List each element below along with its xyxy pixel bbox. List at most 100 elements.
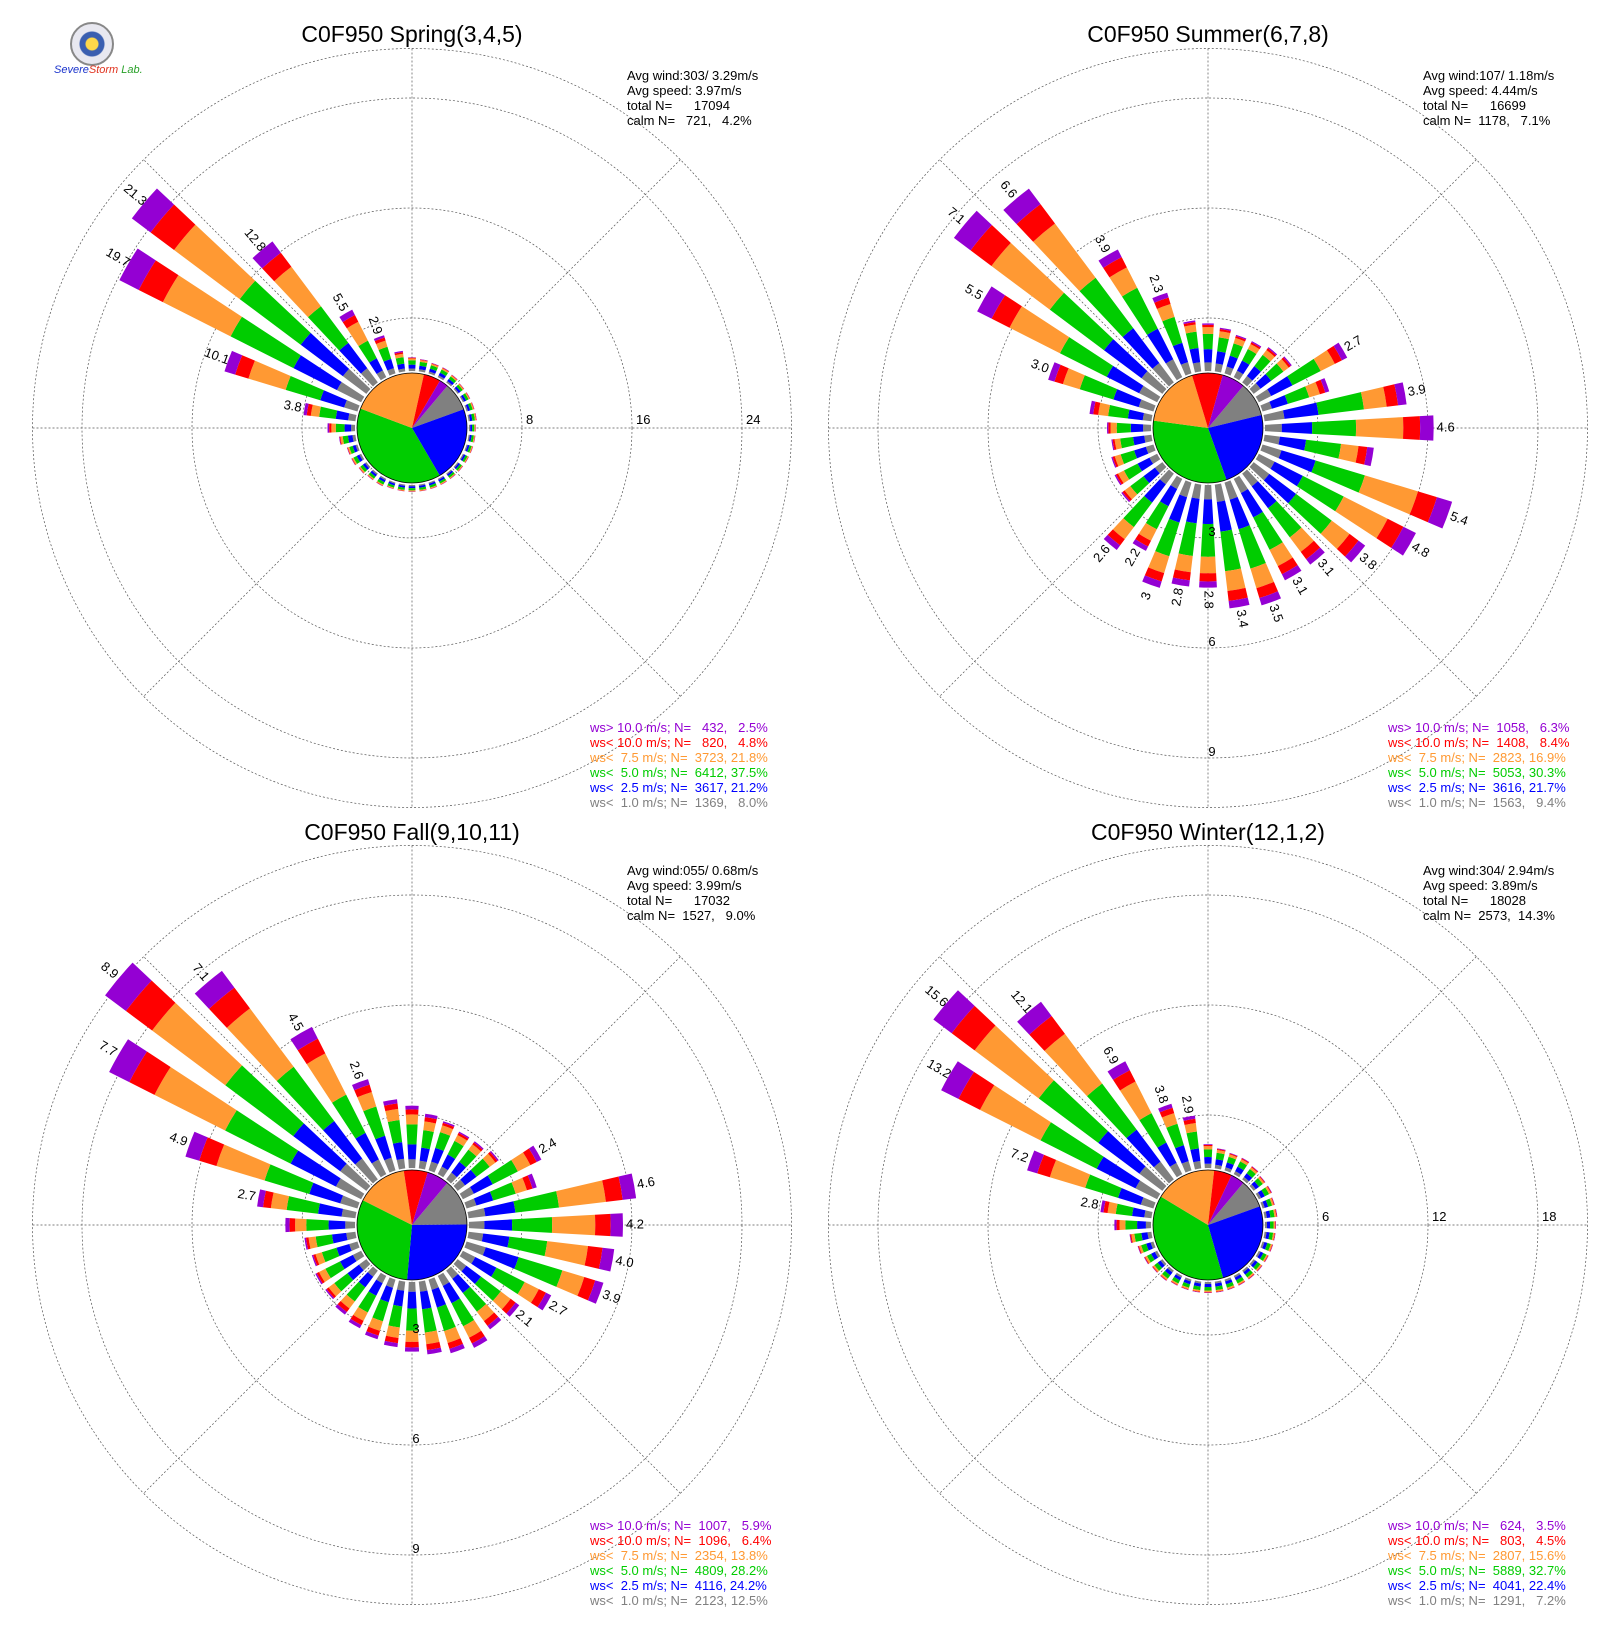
bar-segment-gt10 <box>1132 539 1149 551</box>
bar-segment-gt10 <box>1107 1061 1130 1080</box>
bar-segment-lt2_5 <box>1266 1221 1271 1229</box>
sector-bar-120 <box>459 453 470 463</box>
bar-segment-lt2_5 <box>431 1287 446 1308</box>
bar-segment-lt5 <box>487 1160 518 1185</box>
bar-segment-lt1 <box>386 1277 396 1288</box>
bar-value-label: 3.9 <box>601 1286 623 1306</box>
bar-segment-lt1 <box>464 444 468 451</box>
bar-segment-lt5 <box>511 1217 553 1233</box>
bar-segment-lt5 <box>1235 1276 1244 1284</box>
bar-segment-gt10 <box>386 486 394 490</box>
bar-segment-lt10 <box>397 489 405 492</box>
sector-bar-180: 2.8 <box>1199 484 1217 609</box>
bar-segment-gt10 <box>466 392 471 399</box>
bar-segment-lt10 <box>339 436 342 445</box>
bar-segment-gt10 <box>489 1150 499 1162</box>
bar-segment-lt1 <box>340 1195 360 1209</box>
bar-segment-lt1 <box>1214 1164 1222 1170</box>
bar-segment-lt7_5 <box>386 1325 400 1338</box>
legend-entry: ws< 7.5 m/s; N= 2807, 15.6% <box>1387 1548 1566 1563</box>
bar-segment-lt2_5 <box>407 1144 417 1160</box>
bar-segment-gt10 <box>598 1247 615 1272</box>
bar-segment-lt5 <box>1254 354 1271 372</box>
bar-segment-lt10 <box>473 435 476 443</box>
bar-segment-lt1 <box>467 414 471 422</box>
bar-segment-lt7_5 <box>1335 496 1388 539</box>
sector-bar-220 <box>1160 1266 1174 1281</box>
bar-segment-gt10 <box>419 489 427 492</box>
bar-segment-lt2_5 <box>347 435 354 443</box>
sector-bar-230 <box>325 1259 371 1300</box>
sector-bar-160 <box>428 1277 465 1354</box>
sector-bar-270 <box>1107 422 1152 434</box>
bar-segment-gt10 <box>587 1280 604 1304</box>
bar-segment-lt10 <box>457 1132 469 1141</box>
bar-segment-lt2_5 <box>1216 500 1232 532</box>
legend-entry: ws< 10.0 m/s; N= 1408, 8.4% <box>1387 735 1570 750</box>
bar-segment-lt7_5 <box>353 1307 368 1321</box>
bar-segment-lt10 <box>1383 384 1399 407</box>
bar-segment-lt2_5 <box>1203 349 1213 363</box>
bar-segment-lt5 <box>388 1304 403 1328</box>
bar-segment-gt10 <box>1103 534 1121 550</box>
ring-label: 16 <box>636 412 650 427</box>
grid-diagonal <box>143 956 681 1494</box>
stats-line: Avg speed: 3.99m/s <box>627 878 742 893</box>
bar-segment-lt2_5 <box>375 1135 392 1161</box>
bar-segment-lt2_5 <box>1157 1142 1177 1167</box>
bar-segment-lt1 <box>1204 1163 1212 1169</box>
bar-segment-lt1 <box>1193 1161 1202 1170</box>
bar-segment-lt7_5 <box>469 446 473 453</box>
bar-segment-gt10 <box>1219 327 1232 331</box>
grid-ring <box>828 48 1588 808</box>
bar-value-label: 5.5 <box>963 281 986 303</box>
sector-bar-20 <box>428 362 439 376</box>
bar-segment-lt10 <box>1271 1197 1275 1206</box>
sector-bar-10 <box>418 1113 438 1170</box>
bar-segment-lt1 <box>437 375 445 381</box>
bar-segment-lt2_5 <box>293 355 342 391</box>
bar-segment-gt10 <box>1111 456 1117 468</box>
bar-segment-lt5 <box>447 1140 464 1159</box>
bar-segment-gt10 <box>1027 1150 1044 1174</box>
bar-segment-gt10 <box>367 475 374 481</box>
bar-segment-lt2_5 <box>471 1256 497 1277</box>
pie-slice-lt1 <box>1208 1182 1260 1225</box>
sector-bar-50 <box>1249 356 1292 394</box>
sector-bar-250 <box>346 444 360 455</box>
sector-bar-270 <box>327 423 356 433</box>
bar-segment-lt10 <box>297 1038 326 1065</box>
bar-segment-lt2_5 <box>1267 376 1293 397</box>
sector-bar-80: 3.9 <box>1263 381 1427 422</box>
bar-segment-lt5 <box>408 488 416 491</box>
center-pie <box>1152 372 1264 484</box>
bar-segment-lt5 <box>285 376 324 401</box>
bar-segment-gt10 <box>506 1302 520 1317</box>
legend-entry: ws> 10.0 m/s; N= 432, 2.5% <box>589 720 768 735</box>
bar-segment-lt1 <box>1149 453 1161 464</box>
bar-segment-lt10 <box>408 357 416 359</box>
bar-segment-lt7_5 <box>154 1067 237 1131</box>
bar-segment-lt1 <box>1139 1166 1167 1191</box>
bar-segment-lt10 <box>449 474 456 479</box>
sector-bar-90 <box>468 424 476 432</box>
bar-segment-lt2_5 <box>452 1274 471 1293</box>
bar-segment-gt10 <box>351 458 356 466</box>
bar-segment-gt10 <box>1320 378 1330 393</box>
grid-diagonal <box>143 159 681 697</box>
legend-entry: ws< 10.0 m/s; N= 820, 4.8% <box>589 735 768 750</box>
legend-entry: ws< 2.5 m/s; N= 4041, 22.4% <box>1387 1578 1566 1593</box>
bar-segment-gt10 <box>325 1288 335 1300</box>
bar-segment-lt2_5 <box>1103 339 1148 379</box>
bar-value-label: 2.9 <box>366 314 386 336</box>
bar-segment-lt5 <box>1172 1276 1181 1284</box>
bar-segment-lt5 <box>1204 1286 1212 1291</box>
sector-bar-40 <box>1242 1166 1259 1184</box>
bar-segment-lt7_5 <box>408 490 416 492</box>
bar-value-label: 2.2 <box>1121 546 1143 569</box>
bar-segment-lt5 <box>342 435 350 444</box>
bar-segment-lt1 <box>418 1280 428 1292</box>
bar-segment-lt10 <box>337 1301 350 1313</box>
sector-bar-90 <box>1264 1221 1276 1229</box>
sector-bar-100 <box>467 434 476 443</box>
